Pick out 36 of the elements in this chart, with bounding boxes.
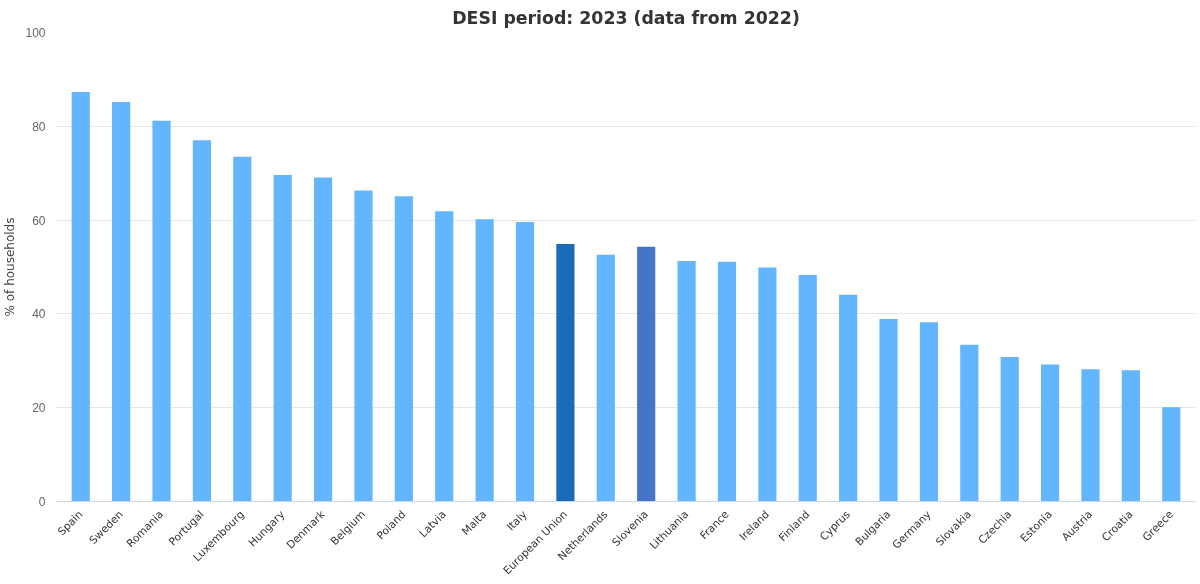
bar [192,140,211,502]
y-tick-label: 0 [38,495,46,509]
bar [717,261,737,502]
y-axis-title: % of households [3,217,18,317]
bar [758,267,777,502]
bar [233,156,252,502]
bar [313,177,333,502]
y-tick-label: 20 [32,401,46,416]
y-tick-label: 100 [25,26,46,40]
bar [879,319,898,502]
bar [798,274,817,502]
bar [1081,369,1100,502]
bar [435,211,454,502]
y-tick-label: 80 [32,119,46,134]
bar [596,254,615,502]
bar [1000,357,1019,502]
bar [677,260,696,502]
bar [637,246,656,502]
bar [71,92,90,502]
bar [354,190,373,502]
bar [112,101,131,502]
chart-title: DESI period: 2023 (data from 2022) [452,7,800,28]
bar [515,221,535,502]
bar [475,219,494,502]
bar [556,244,575,502]
bar [152,120,171,502]
y-tick-label: 60 [32,213,46,228]
bar [273,175,292,502]
bar [1041,364,1060,502]
bar [1162,407,1181,502]
bar [394,196,413,502]
bar [1121,370,1140,502]
bar [839,294,858,502]
y-tick-label: 40 [32,307,46,322]
bar [960,344,979,502]
bar [919,322,939,502]
